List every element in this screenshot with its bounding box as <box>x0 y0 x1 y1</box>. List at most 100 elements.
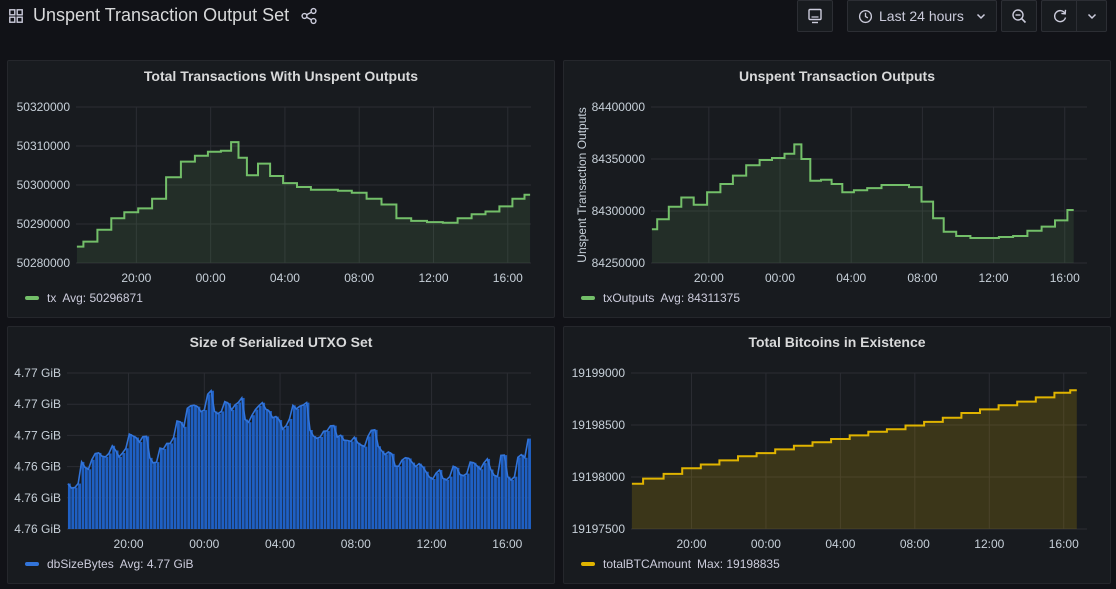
x-tick-label: 08:00 <box>907 271 937 285</box>
panel-utxo-size[interactable]: Size of Serialized UTXO Set 4.77 GiB 4.77… <box>7 326 555 584</box>
legend-swatch <box>25 296 39 300</box>
bar <box>217 413 221 529</box>
bar <box>71 488 75 529</box>
x-tick-label: 20:00 <box>694 271 724 285</box>
legend-series-name: txOutputs <box>603 291 655 305</box>
bar <box>511 479 514 529</box>
legend-series-name: dbSizeBytes <box>47 557 114 571</box>
bar <box>463 475 467 529</box>
clock-icon <box>858 9 873 23</box>
bar <box>477 465 480 529</box>
bar <box>269 411 272 529</box>
bar <box>337 436 341 529</box>
legend[interactable]: dbSizeBytes Avg: 4.77 GiB <box>25 557 194 571</box>
x-tick-label: 12:00 <box>418 271 448 285</box>
tv-mode-button[interactable] <box>797 0 833 32</box>
bar <box>449 476 453 529</box>
bar <box>67 483 71 529</box>
panel-total-transactions[interactable]: Total Transactions With Unspent Outputs … <box>7 60 555 318</box>
legend[interactable]: totalBTCAmount Max: 19198835 <box>581 557 780 571</box>
bar <box>521 454 525 529</box>
bar <box>112 445 116 529</box>
legend-series-name: tx <box>47 291 57 305</box>
bar <box>439 470 443 529</box>
bar <box>234 404 238 529</box>
bar <box>81 461 85 529</box>
bar <box>190 405 194 529</box>
panel-total-bitcoins[interactable]: Total Bitcoins in Existence 19199000 1919… <box>563 326 1111 584</box>
x-tick-label: 00:00 <box>751 537 781 551</box>
bar <box>350 441 354 529</box>
y-tick-label: 84400000 <box>592 100 646 114</box>
legend[interactable]: txOutputs Avg: 84311375 <box>581 291 740 305</box>
bar <box>180 421 184 529</box>
zoom-out-button[interactable] <box>1001 0 1037 32</box>
bar <box>194 405 197 529</box>
bar <box>330 425 334 529</box>
refresh-interval-dropdown[interactable] <box>1076 0 1107 32</box>
bar <box>299 406 303 529</box>
bar <box>453 466 456 529</box>
bar <box>340 435 344 529</box>
x-tick-label: 20:00 <box>121 271 151 285</box>
x-tick-label: 12:00 <box>974 537 1004 551</box>
bar <box>275 416 279 529</box>
bar <box>207 394 211 529</box>
bar <box>497 476 501 529</box>
y-tick-label: 4.77 GiB <box>14 397 61 411</box>
y-tick-label: 4.76 GiB <box>14 460 61 474</box>
bar <box>265 409 269 529</box>
bar <box>494 475 497 529</box>
bar <box>514 476 518 529</box>
y-tick-label: 19198000 <box>572 470 626 484</box>
bar <box>102 456 105 529</box>
panel-title[interactable]: Total Transactions With Unspent Outputs <box>143 68 419 84</box>
time-range-label: Last 24 hours <box>879 8 964 24</box>
x-tick-label: 04:00 <box>270 271 300 285</box>
dashboard-title[interactable]: Unspent Transaction Output Set <box>33 5 290 25</box>
panel-title[interactable]: Total Bitcoins in Existence <box>748 334 926 350</box>
bar <box>142 436 146 529</box>
y-tick-label: 19199000 <box>572 366 626 380</box>
chart-total-bitcoins[interactable]: 19199000 19198500 19198000 19197500 20:00 00:… <box>564 327 1112 552</box>
bar <box>98 452 102 529</box>
grid-icon[interactable] <box>9 9 23 23</box>
legend-swatch <box>581 562 595 566</box>
bar <box>405 457 409 529</box>
bar <box>95 453 99 529</box>
share-icon[interactable] <box>300 7 318 25</box>
bar <box>473 462 477 529</box>
panel-unspent-outputs[interactable]: Unspent Transaction Outputs 84400000 8435… <box>563 60 1111 318</box>
bar <box>419 463 422 529</box>
bar <box>231 409 235 529</box>
bar <box>374 429 378 529</box>
chevron-down-icon <box>1087 13 1096 20</box>
legend-swatch <box>581 296 595 300</box>
series-area <box>76 142 531 263</box>
bar <box>224 401 228 529</box>
y-axis-title: Unspent Transaction Outputs <box>575 107 589 262</box>
chart-utxo-size[interactable]: 4.77 GiB 4.77 GiB 4.77 GiB 4.76 GiB 4.76 GiB… <box>8 327 556 552</box>
series-area <box>651 144 1074 263</box>
panel-title[interactable]: Unspent Transaction Outputs <box>738 68 935 84</box>
legend-series-name: totalBTCAmount <box>603 557 692 571</box>
refresh-button[interactable] <box>1041 0 1077 32</box>
x-tick-label: 20:00 <box>114 537 144 551</box>
bar <box>282 429 286 529</box>
bar <box>177 420 180 529</box>
time-range-picker[interactable]: Last 24 hours <box>847 0 997 32</box>
bar <box>78 483 81 529</box>
panel-title[interactable]: Size of Serialized UTXO Set <box>189 334 373 350</box>
y-tick-label: 84300000 <box>592 204 646 218</box>
bar <box>470 462 474 529</box>
y-tick-label: 50310000 <box>17 139 71 153</box>
x-tick-label: 20:00 <box>676 537 706 551</box>
bar <box>163 448 167 529</box>
bar <box>115 450 119 529</box>
bar <box>364 446 368 529</box>
legend[interactable]: tx Avg: 50296871 <box>25 291 143 305</box>
chart-total-transactions[interactable]: 50320000 50310000 50300000 50290000 50280000… <box>8 61 556 286</box>
chart-unspent-outputs[interactable]: 84400000 84350000 84300000 84250000 20:00 00:… <box>564 61 1112 286</box>
bar <box>173 437 177 529</box>
zoom-out-icon <box>1012 9 1027 24</box>
